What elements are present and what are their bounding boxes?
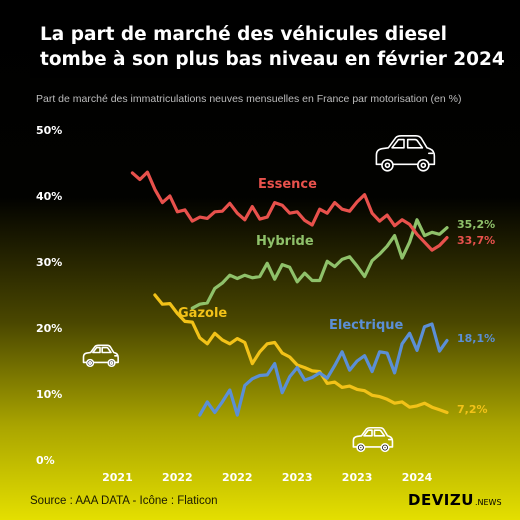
series-line-gazole [153, 293, 449, 415]
car-window [373, 429, 386, 437]
series-name-hybride: Hybride [256, 234, 314, 249]
series-name-essence: Essence [258, 177, 317, 192]
brand-suffix: .NEWS [474, 498, 502, 507]
car-window [406, 138, 424, 149]
car-wheel [85, 358, 95, 368]
series-name-electrique: Electrique [329, 318, 404, 333]
car-wheel [417, 158, 430, 172]
series-name-gazole: Gazole [178, 306, 227, 321]
car-window [363, 429, 373, 437]
title-box: La part de marché des véhicules diesel t… [30, 18, 505, 78]
series-end-label-hybride: 35,2% [457, 218, 495, 231]
series-end-label-essence: 33,7% [457, 234, 495, 247]
series-end-label-gazole: 7,2% [457, 403, 488, 416]
title-line-1: La part de marché des véhicules diesel [40, 24, 447, 45]
series-line-essence [130, 170, 449, 252]
series-line-electrique [198, 322, 449, 417]
y-tick-label: 40% [36, 190, 62, 203]
series-line-hybride [190, 218, 449, 310]
car-hubcap [420, 162, 427, 169]
car-window [391, 138, 405, 149]
y-tick-label: 50% [36, 124, 62, 137]
car-body [352, 426, 394, 448]
title-line-2: tombe à son plus bas niveau en février 2… [40, 49, 505, 70]
car-wheel [107, 358, 116, 368]
car-wheel [356, 443, 366, 453]
car-body [82, 344, 119, 364]
car-hubcap [382, 445, 388, 450]
source-note: Source : AAA DATA - Icône : Flaticon [30, 495, 218, 507]
y-tick-label: 0% [36, 454, 55, 467]
car-body [375, 135, 436, 166]
car-hubcap [358, 445, 364, 450]
car-icon [82, 344, 119, 368]
car-window [101, 346, 112, 354]
x-tick-label: 2023 [342, 471, 373, 484]
y-tick-label: 30% [36, 256, 62, 269]
car-icon [352, 426, 394, 453]
car-wheel [381, 158, 394, 172]
car-hubcap [384, 162, 391, 169]
chart-subtitle: Part de marché des immatriculations neuv… [36, 93, 462, 105]
brand-name: DEVIZU [408, 491, 474, 509]
car-icon [375, 135, 436, 172]
y-tick-label: 10% [36, 388, 62, 401]
series-end-label-electrique: 18,1% [457, 332, 495, 345]
car-hubcap [109, 360, 114, 365]
x-tick-label: 2022 [222, 471, 253, 484]
brand-logo: DEVIZU.NEWS [408, 491, 502, 509]
x-tick-label: 2024 [402, 471, 433, 484]
x-tick-label: 2023 [282, 471, 313, 484]
car-wheel [380, 443, 390, 453]
x-tick-label: 2021 [102, 471, 133, 484]
y-tick-label: 20% [36, 322, 62, 335]
car-window [92, 346, 101, 354]
car-hubcap [88, 360, 93, 365]
x-tick-label: 2022 [162, 471, 193, 484]
